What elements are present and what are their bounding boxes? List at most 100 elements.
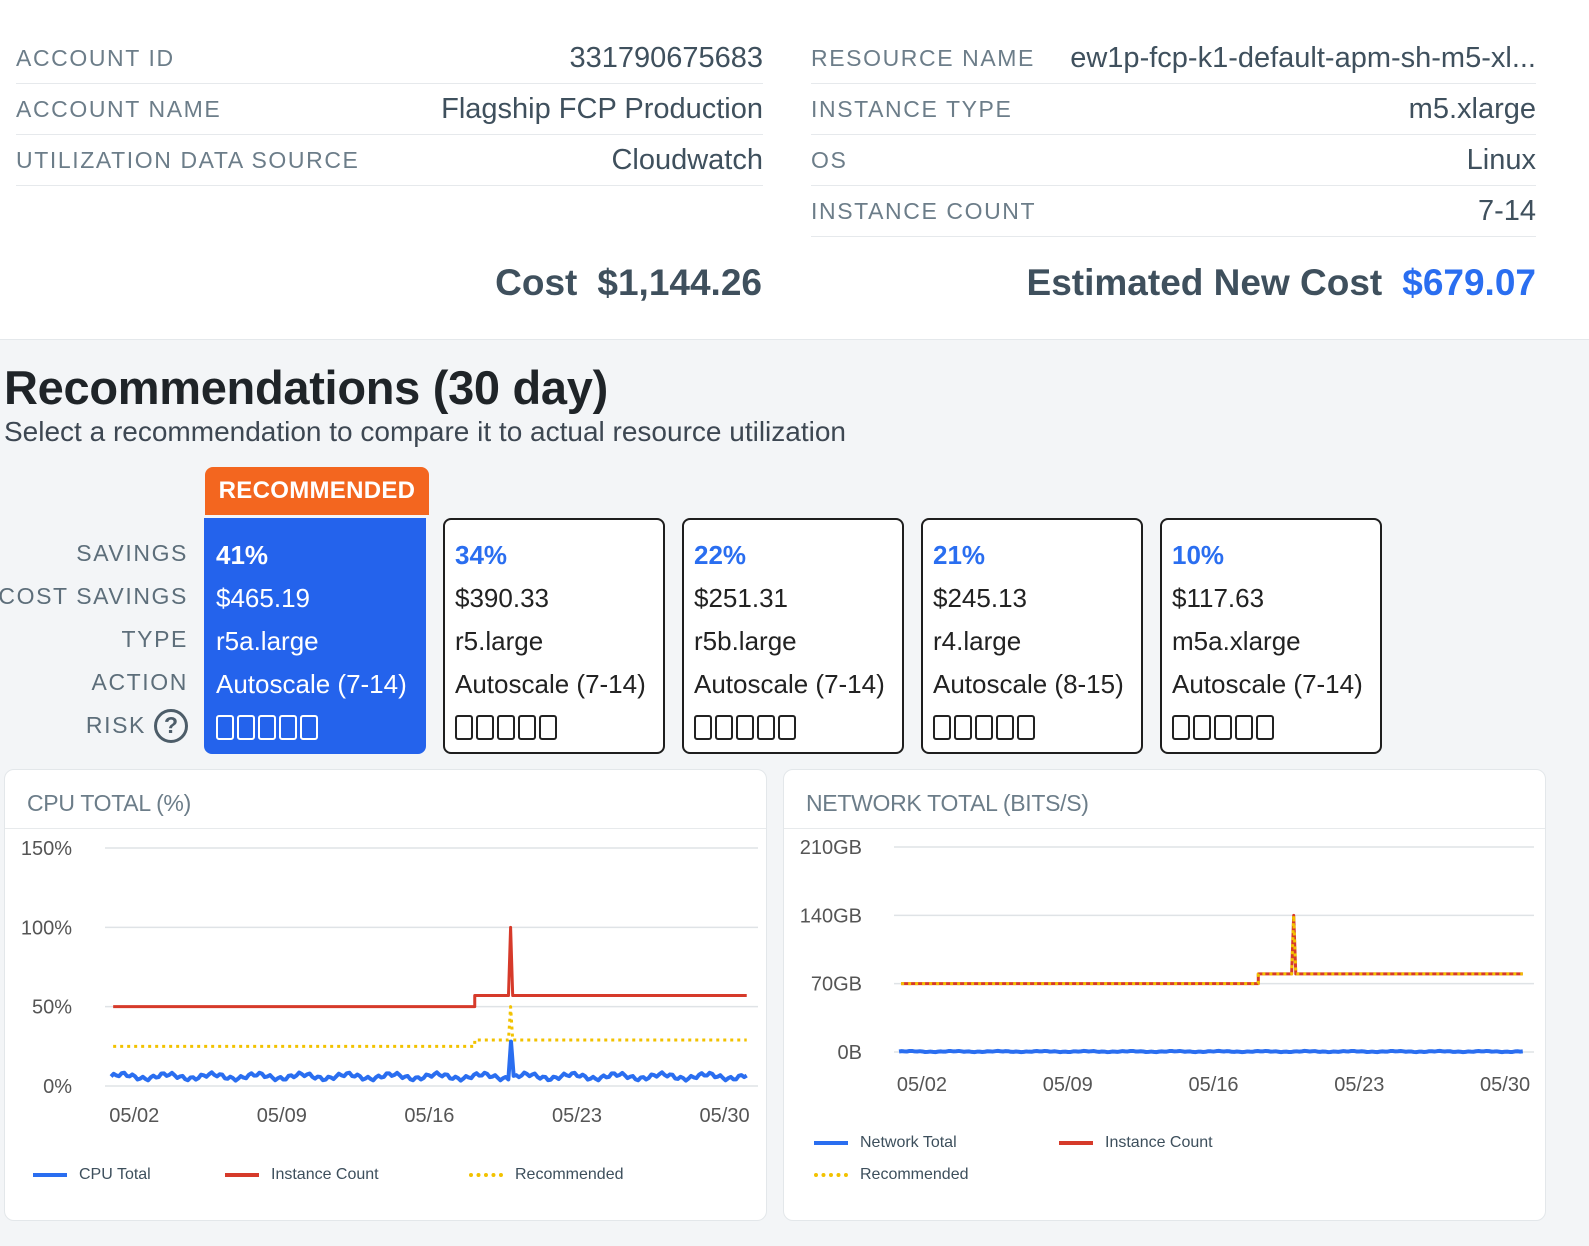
legend-swatch: [225, 1173, 259, 1177]
legend-label: CPU Total: [79, 1166, 151, 1183]
resource-details-panel: ACCOUNT ID 331790675683 ACCOUNT NAME Fla…: [0, 0, 1589, 340]
risk-box: [279, 715, 297, 740]
recommendation-risk: [455, 706, 663, 749]
cpu-chart-title: CPU TOTAL (%): [27, 790, 191, 816]
recommendation-action: Autoscale (7-14): [694, 669, 885, 699]
recommendation-savings: 21%: [933, 540, 986, 570]
legend-label: Instance Count: [271, 1166, 379, 1183]
x-tick-label: 05/23: [552, 1105, 602, 1127]
y-tick-label: 70GB: [811, 974, 862, 996]
risk-box: [518, 715, 536, 740]
risk-meter: [455, 715, 557, 740]
row-label-action: ACTION: [91, 669, 188, 695]
instance-type-label: INSTANCE TYPE: [811, 95, 1013, 122]
legend-instance-count[interactable]: Instance Count: [225, 1166, 379, 1184]
row-label-cost-savings: COST SAVINGS: [0, 583, 188, 609]
x-tick-label: 05/23: [1334, 1074, 1384, 1096]
recommendation-card[interactable]: 41% $465.19 r5a.large Autoscale (7-14): [204, 518, 426, 754]
cost-label: Cost: [495, 262, 578, 303]
data-source-label: UTILIZATION DATA SOURCE: [16, 146, 360, 173]
x-tick-label: 05/30: [700, 1105, 750, 1127]
recommendation-card[interactable]: 10% $117.63 m5a.xlarge Autoscale (7-14): [1160, 518, 1382, 754]
x-tick-label: 05/30: [1480, 1074, 1530, 1096]
x-tick-label: 05/16: [404, 1105, 454, 1127]
legend-swatch: [1059, 1141, 1093, 1145]
recommendation-cost-savings: $390.33: [455, 583, 549, 613]
series-line-network-total: [898, 1048, 1523, 1055]
risk-box: [736, 715, 754, 740]
recommended-badge: RECOMMENDED: [205, 467, 429, 515]
recommendation-risk: [216, 706, 424, 749]
recommendation-cost-savings: $251.31: [694, 583, 788, 613]
recommendation-risk: [1172, 706, 1380, 749]
risk-box: [1193, 715, 1211, 740]
risk-box: [455, 715, 473, 740]
y-tick-label: 140GB: [800, 905, 862, 927]
question-circle-icon[interactable]: ?: [154, 708, 188, 743]
recommendation-cost-savings: $117.63: [1172, 583, 1265, 613]
detail-row-instance-type: INSTANCE TYPE m5.xlarge: [811, 84, 1536, 135]
recommendations-title: Recommendations (30 day): [4, 361, 608, 414]
risk-box: [1256, 715, 1274, 740]
risk-box: [715, 715, 733, 740]
estimated-new-cost: Estimated New Cost $679.07: [1027, 262, 1536, 304]
series-line-recommended: [901, 913, 1523, 986]
recommendation-card[interactable]: 34% $390.33 r5.large Autoscale (7-14): [443, 518, 665, 754]
risk-meter: [216, 715, 318, 740]
recommendation-card[interactable]: 21% $245.13 r4.large Autoscale (8-15): [921, 518, 1143, 754]
risk-box: [237, 715, 255, 740]
detail-row-os: OS Linux: [811, 135, 1536, 186]
recommendation-action: Autoscale (7-14): [216, 669, 407, 699]
instance-type-value: m5.xlarge: [1408, 92, 1536, 125]
series-line-recommended: [113, 1005, 747, 1048]
instance-count-label: INSTANCE COUNT: [811, 197, 1037, 224]
risk-meter: [694, 715, 796, 740]
divider: [5, 828, 766, 829]
recommendation-action: Autoscale (7-14): [1172, 669, 1363, 699]
legend-swatch: [814, 1173, 848, 1177]
x-tick-label: 05/09: [1043, 1074, 1093, 1096]
recommendation-card[interactable]: 22% $251.31 r5b.large Autoscale (7-14): [682, 518, 904, 754]
legend-instance-count[interactable]: Instance Count: [1059, 1134, 1213, 1152]
recommendation-savings: 34%: [455, 540, 508, 570]
risk-box: [757, 715, 775, 740]
recommendation-type: r5a.large: [216, 626, 319, 656]
risk-meter: [1172, 715, 1274, 740]
recommendation-type: m5a.xlarge: [1172, 626, 1301, 656]
row-label-risk: RISK ?: [0, 704, 188, 747]
legend-label: Recommended: [515, 1166, 624, 1183]
y-tick-label: 0%: [43, 1076, 72, 1098]
y-tick-label: 210GB: [800, 837, 862, 859]
cpu-chart-panel: CPU TOTAL (%) 150% 100% 50% 0% 05/02 05/09 05/…: [4, 769, 767, 1221]
legend-recommended[interactable]: Recommended: [814, 1166, 969, 1184]
network-chart-panel: NETWORK TOTAL (BITS/S) 210GB 140GB 70GB 0B 0…: [783, 769, 1546, 1221]
risk-box: [497, 715, 515, 740]
recommendation-savings: 10%: [1172, 540, 1225, 570]
y-tick-label: 0B: [838, 1042, 862, 1064]
legend-swatch: [469, 1173, 503, 1177]
recommendation-type: r4.large: [933, 626, 1022, 656]
recommendation-row-labels: SAVINGS COST SAVINGS TYPE ACTION RISK ?: [0, 532, 188, 747]
recommendation-risk: [694, 706, 902, 749]
legend-network-total[interactable]: Network Total: [814, 1134, 957, 1152]
account-name-label: ACCOUNT NAME: [16, 95, 222, 122]
recommendation-savings: 22%: [694, 540, 747, 570]
risk-box: [954, 715, 972, 740]
legend-cpu-total[interactable]: CPU Total: [33, 1166, 151, 1184]
resource-name-value: ew1p-fcp-k1-default-apm-sh-m5-xl...: [1070, 41, 1536, 74]
series-line-cpu-total: [109, 1039, 748, 1083]
recommendation-type: r5.large: [455, 626, 544, 656]
new-cost-label: Estimated New Cost: [1026, 262, 1383, 303]
x-tick-label: 05/16: [1188, 1074, 1238, 1096]
y-tick-label: 50%: [32, 997, 72, 1019]
network-chart-title: NETWORK TOTAL (BITS/S): [806, 790, 1089, 816]
resource-name-label: RESOURCE NAME: [811, 44, 1035, 71]
account-name-value: Flagship FCP Production: [441, 92, 763, 125]
risk-box: [1172, 715, 1190, 740]
legend-recommended[interactable]: Recommended: [469, 1166, 624, 1184]
detail-row-instance-count: INSTANCE COUNT 7-14: [811, 186, 1536, 237]
instance-count-value: 7-14: [1477, 194, 1536, 227]
current-cost: Cost $1,144.26: [495, 262, 762, 304]
recommendation-action: Autoscale (8-15): [933, 669, 1124, 699]
risk-label: RISK: [85, 712, 146, 738]
